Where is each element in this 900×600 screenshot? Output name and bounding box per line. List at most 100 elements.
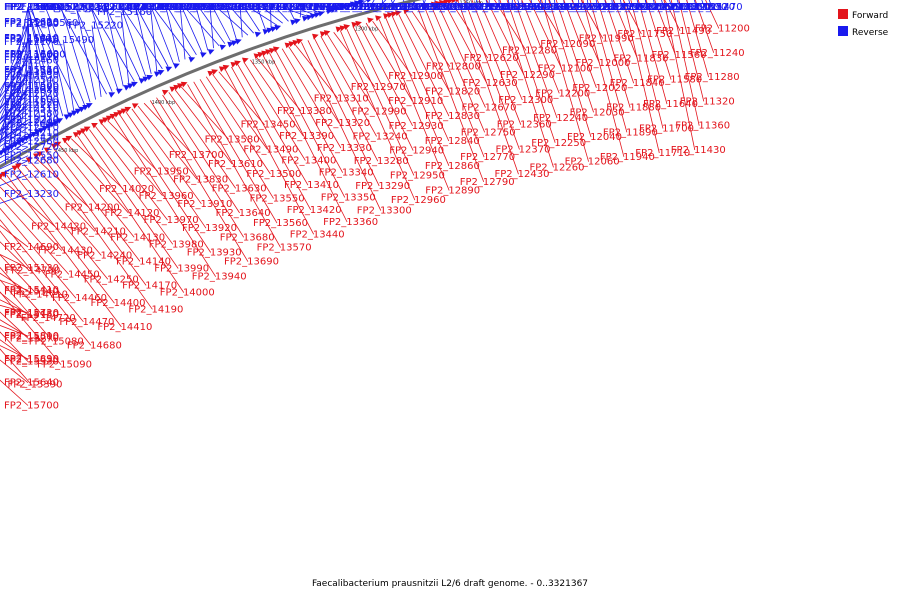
- forward-gene-label[interactable]: FP2_11280: [685, 72, 740, 83]
- forward-gene-label[interactable]: FP2_12060: [565, 157, 620, 168]
- forward-gene-label[interactable]: FP2_12300: [498, 95, 553, 106]
- forward-gene-label[interactable]: FP2_14430: [38, 246, 93, 257]
- forward-gene-label[interactable]: FP2_15500: [4, 332, 59, 343]
- forward-gene-label[interactable]: FP2_14240: [77, 250, 132, 261]
- forward-gene-label[interactable]: FP2_12370: [496, 145, 551, 156]
- forward-gene-label[interactable]: FP2_11490: [656, 26, 711, 37]
- forward-gene-label[interactable]: FP2_14210: [71, 226, 126, 237]
- forward-gene-label[interactable]: FP2_11200: [695, 24, 750, 35]
- reverse-gene-label[interactable]: FP2_14160: [156, 2, 211, 13]
- forward-gene-label[interactable]: FP2_15140: [4, 287, 59, 298]
- reverse-gene-label[interactable]: FP2_13270: [314, 2, 369, 13]
- reverse-gene-label[interactable]: FP2_11960: [623, 2, 678, 13]
- forward-gene-label[interactable]: FP2_13700: [169, 150, 224, 161]
- forward-gene-label[interactable]: FP2_13500: [246, 169, 301, 180]
- forward-gene-label[interactable]: FP2_11240: [690, 48, 745, 59]
- forward-gene-label[interactable]: FP2_11640: [643, 99, 698, 110]
- reverse-gene-label[interactable]: FP2_13230: [4, 189, 59, 200]
- forward-gene-label[interactable]: FP2_12990: [352, 107, 407, 118]
- reverse-gene-label[interactable]: FP2_13800: [216, 2, 271, 13]
- forward-gene-label[interactable]: FP2_12360: [497, 120, 552, 131]
- forward-gene-label[interactable]: FP2_15810: [4, 331, 59, 342]
- forward-gene-label[interactable]: FP2_13490: [243, 144, 298, 155]
- reverse-gene-label[interactable]: FP2_12460: [4, 56, 59, 67]
- reverse-gene-label[interactable]: FP2_12690: [454, 2, 509, 13]
- forward-gene-label[interactable]: FP2_12630: [463, 78, 518, 89]
- reverse-gene-label[interactable]: FP2_13050: [388, 2, 443, 13]
- forward-gene-label[interactable]: FP2_12030: [570, 107, 625, 118]
- reverse-gene-label[interactable]: FP2_12660: [465, 2, 520, 13]
- reverse-gene-label[interactable]: FP2_12330: [550, 2, 605, 13]
- forward-gene-label[interactable]: FP2_15270: [4, 333, 59, 344]
- forward-gene-label[interactable]: FP2_14680: [67, 340, 122, 351]
- forward-gene-label[interactable]: FP2_11430: [671, 145, 726, 156]
- forward-gene-label[interactable]: FP2_12000: [576, 58, 631, 69]
- forward-gene-label[interactable]: FP2_11360: [675, 121, 730, 132]
- reverse-gene-label[interactable]: FP2_15560: [23, 18, 78, 29]
- reverse-gene-label[interactable]: FP2_12480: [508, 2, 563, 13]
- forward-gene-label[interactable]: FP2_13290: [355, 181, 410, 192]
- reverse-gene-label[interactable]: FP2_15200: [51, 2, 106, 13]
- reverse-gene-label[interactable]: FP2_12320: [560, 2, 615, 13]
- forward-gene-label[interactable]: FP2_14460: [52, 293, 107, 304]
- reverse-gene-label[interactable]: FP2_11950: [631, 2, 686, 13]
- forward-gene-label[interactable]: FP2_14420: [31, 222, 86, 233]
- forward-gene-label[interactable]: FP2_13990: [154, 264, 209, 275]
- reverse-gene-label[interactable]: FP2_12580: [4, 108, 59, 119]
- reverse-gene-label[interactable]: FP2_13780: [206, 2, 261, 13]
- reverse-gene-label[interactable]: FP2_13790: [193, 2, 248, 13]
- reverse-gene-label[interactable]: FP2_11870: [4, 82, 59, 93]
- reverse-gene-label[interactable]: FP2_13840: [189, 2, 244, 13]
- forward-gene-label[interactable]: FP2_11830: [614, 54, 669, 65]
- forward-gene-label[interactable]: FP2_13390: [279, 131, 334, 142]
- reverse-gene-label[interactable]: FP2_12710: [454, 2, 509, 13]
- reverse-gene-label[interactable]: FP2_14180: [142, 2, 197, 13]
- reverse-gene-label[interactable]: FP2_12590: [496, 2, 551, 13]
- forward-gene-label[interactable]: FP2_14200: [65, 202, 120, 213]
- forward-gene-label[interactable]: FP2_12800: [426, 62, 481, 73]
- reverse-gene-label[interactable]: FP2_15570: [8, 2, 63, 13]
- forward-gene-label[interactable]: FP2_13240: [353, 131, 408, 142]
- forward-gene-label[interactable]: FP2_11990: [579, 34, 634, 45]
- reverse-gene-label[interactable]: FP2_13020: [411, 2, 466, 13]
- forward-gene-label[interactable]: FP2_13280: [354, 156, 409, 167]
- reverse-gene-label[interactable]: FP2_13010: [422, 2, 477, 13]
- forward-gene-label[interactable]: FP2_11880: [606, 103, 661, 114]
- forward-gene-label[interactable]: FP2_15080: [29, 336, 84, 347]
- forward-gene-label[interactable]: FP2_12280: [502, 46, 557, 57]
- reverse-gene-label[interactable]: FP2_13770: [220, 2, 275, 13]
- reverse-gene-label[interactable]: FP2_15350: [5, 2, 60, 13]
- reverse-gene-label[interactable]: FP2_13620: [270, 2, 325, 13]
- reverse-gene-label[interactable]: FP2_13180: [322, 2, 377, 13]
- reverse-gene-label[interactable]: FP2_12170: [4, 37, 59, 48]
- forward-gene-label[interactable]: FP2_11750: [617, 29, 672, 40]
- forward-gene-label[interactable]: FP2_14450: [45, 269, 100, 280]
- reverse-gene-label[interactable]: FP2_14570: [127, 2, 182, 13]
- forward-gene-label[interactable]: FP2_13910: [177, 199, 232, 210]
- forward-gene-label[interactable]: FP2_15430: [4, 308, 59, 319]
- reverse-gene-label[interactable]: FP2_12310: [555, 2, 610, 13]
- forward-gene-label[interactable]: FP2_14020: [99, 184, 154, 195]
- reverse-gene-label[interactable]: FP2_12520: [4, 89, 59, 100]
- reverse-gene-label[interactable]: FP2_13850: [175, 2, 230, 13]
- reverse-gene-label[interactable]: FP2_12190: [564, 2, 619, 13]
- forward-gene-label[interactable]: FP2_12100: [538, 64, 593, 75]
- reverse-gene-label[interactable]: FP2_12130: [589, 2, 644, 13]
- forward-gene-label[interactable]: FP2_14130: [110, 232, 165, 243]
- forward-gene-label[interactable]: FP2_11700: [639, 124, 694, 135]
- reverse-gene-label[interactable]: FP2_11470: [688, 2, 743, 13]
- forward-gene-label[interactable]: FP2_12090: [540, 39, 595, 50]
- forward-gene-label[interactable]: FP2_13630: [212, 183, 267, 194]
- reverse-gene-label[interactable]: FP2_15750: [4, 65, 59, 76]
- reverse-gene-label[interactable]: FP2_12440: [518, 2, 573, 13]
- reverse-gene-label[interactable]: FP2_12220: [4, 100, 59, 111]
- reverse-gene-label[interactable]: FP2_15670: [4, 2, 59, 13]
- reverse-gene-label[interactable]: FP2_13220: [4, 115, 59, 126]
- reverse-gene-label[interactable]: FP2_11310: [4, 33, 59, 44]
- forward-gene-label[interactable]: FP2_11560: [652, 50, 707, 61]
- reverse-gene-label[interactable]: FP2_11800: [4, 19, 59, 30]
- reverse-gene-label[interactable]: FP2_11810: [656, 2, 711, 13]
- forward-gene-label[interactable]: FP2_14700: [5, 266, 60, 277]
- forward-gene-label[interactable]: FP2_13310: [314, 93, 369, 104]
- forward-gene-label[interactable]: FP2_15640: [4, 378, 59, 389]
